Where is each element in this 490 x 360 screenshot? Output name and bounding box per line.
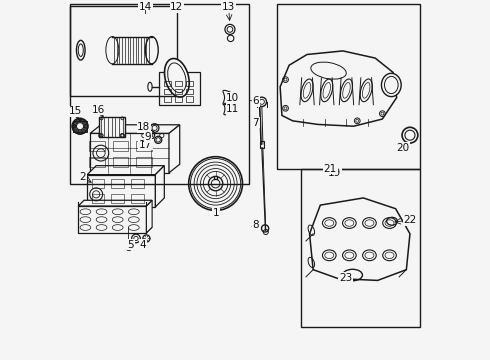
Bar [70,4,248,184]
Bar [300,169,420,327]
Bar [186,89,193,94]
Text: 11: 11 [226,104,240,114]
Circle shape [225,24,235,35]
Polygon shape [87,166,164,175]
Text: 13: 13 [222,2,235,12]
Bar [186,81,193,86]
Bar [136,141,152,151]
Ellipse shape [381,73,401,96]
Bar [78,206,147,233]
Text: 7: 7 [252,118,259,128]
Bar [175,89,182,94]
Text: 12: 12 [170,2,183,12]
Bar [89,157,105,167]
Bar [131,179,144,188]
Text: 22: 22 [403,215,416,225]
Bar [90,134,169,173]
Text: 6: 6 [252,96,259,106]
Polygon shape [78,227,152,233]
Text: 21: 21 [324,163,337,174]
Polygon shape [147,200,152,233]
Bar [70,6,177,96]
Text: 3: 3 [125,243,132,253]
Polygon shape [169,125,180,173]
Bar [92,179,104,188]
Polygon shape [90,125,180,134]
Text: 8: 8 [252,220,259,230]
Text: 20: 20 [396,143,409,153]
Bar [111,194,124,203]
Text: 1: 1 [213,208,220,218]
Text: 5: 5 [128,239,134,249]
Polygon shape [78,200,152,206]
Ellipse shape [165,59,189,97]
Text: 15: 15 [69,106,82,116]
Bar [89,141,105,151]
Text: 9: 9 [145,132,151,142]
Text: 2: 2 [79,172,86,182]
Text: 18: 18 [137,122,150,132]
Bar [92,194,104,203]
Bar [164,81,171,86]
Polygon shape [310,198,410,280]
Bar [164,89,171,94]
Bar [175,96,182,102]
Bar [186,96,193,102]
Bar [113,157,128,167]
Bar [277,4,420,169]
Polygon shape [159,72,200,105]
Bar [113,141,128,151]
Text: 23: 23 [339,273,352,283]
Bar [87,175,155,207]
Polygon shape [155,166,164,207]
Text: 16: 16 [92,105,105,115]
Polygon shape [280,51,397,126]
Bar [111,179,124,188]
Bar [98,117,124,137]
Bar [175,81,182,86]
Text: 17: 17 [139,140,152,150]
Bar [136,157,152,167]
Bar [164,96,171,102]
Text: 19: 19 [328,168,341,178]
Bar [73,121,87,132]
Text: 14: 14 [139,2,152,12]
Bar [260,141,265,148]
Text: 10: 10 [226,93,240,103]
Text: 4: 4 [140,239,146,249]
Circle shape [402,127,418,143]
Bar [131,194,144,203]
